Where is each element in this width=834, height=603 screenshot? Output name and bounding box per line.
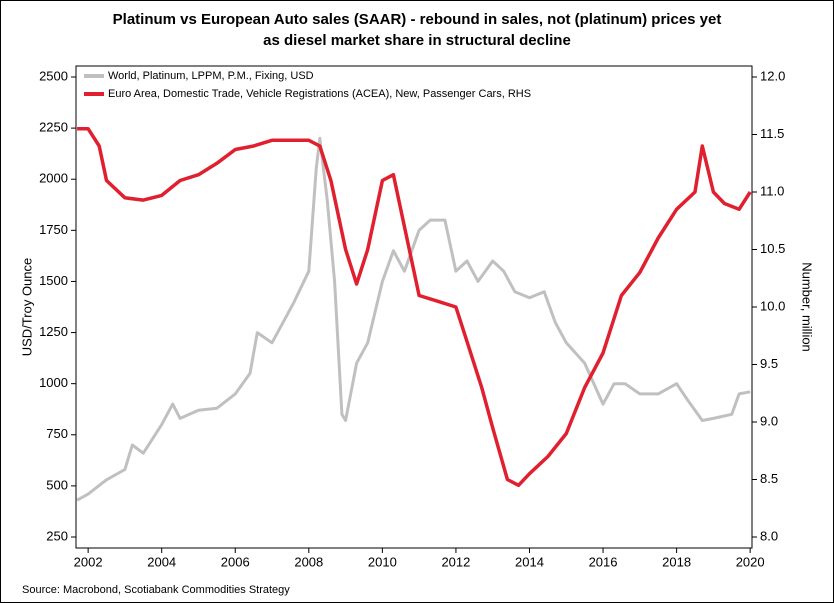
y-tick-label: 750 (46, 426, 68, 441)
y2-tick-label: 10.0 (760, 298, 785, 313)
source: Source: Macrobond, Scotiabank Commoditie… (22, 584, 290, 596)
x-tick-label: 2018 (662, 554, 691, 569)
y2-tick-label: 10.5 (760, 241, 785, 256)
chart-title: Platinum vs European Auto sales (SAAR) -… (113, 11, 722, 28)
y2-tick-label: 11.0 (760, 183, 784, 198)
y-axis-label: USD/Troy Ounce (19, 258, 34, 357)
series-line (77, 126, 752, 488)
y-tick-label: 500 (46, 477, 68, 492)
y2-tick-label: 12.0 (760, 68, 785, 83)
x-tick-label: 2016 (589, 554, 618, 569)
chart-subtitle: as diesel market share in structural dec… (263, 32, 571, 49)
x-tick-label: 2004 (147, 554, 176, 569)
y2-tick-label: 9.0 (760, 413, 778, 428)
y-tick-label: 1500 (39, 273, 68, 288)
y2-axis-label: Number, million (800, 262, 815, 352)
y-tick-label: 1750 (39, 222, 68, 237)
x-tick-label: 2008 (294, 554, 323, 569)
legend-label: Euro Area, Domestic Trade, Vehicle Regis… (108, 88, 531, 100)
legend-label: World, Platinum, LPPM, P.M., Fixing, USD (108, 70, 314, 82)
y-tick-label: 2250 (39, 120, 68, 135)
x-tick-label: 2014 (515, 554, 544, 569)
x-tick-label: 2002 (74, 554, 103, 569)
x-tick-label: 2006 (221, 554, 250, 569)
x-tick-label: 2012 (441, 554, 470, 569)
y-tick-label: 1000 (39, 375, 68, 390)
y2-tick-label: 8.5 (760, 471, 778, 486)
y2-tick-label: 8.0 (760, 528, 778, 543)
y-tick-label: 1250 (39, 324, 68, 339)
y-tick-label: 250 (46, 528, 68, 543)
x-tick-label: 2010 (368, 554, 397, 569)
series-line (76, 136, 751, 502)
y-tick-label: 2500 (39, 68, 68, 83)
x-tick-label: 2020 (736, 554, 765, 569)
y2-tick-label: 9.5 (760, 356, 778, 371)
y-tick-label: 2000 (39, 171, 68, 186)
y2-tick-label: 11.5 (760, 126, 784, 141)
